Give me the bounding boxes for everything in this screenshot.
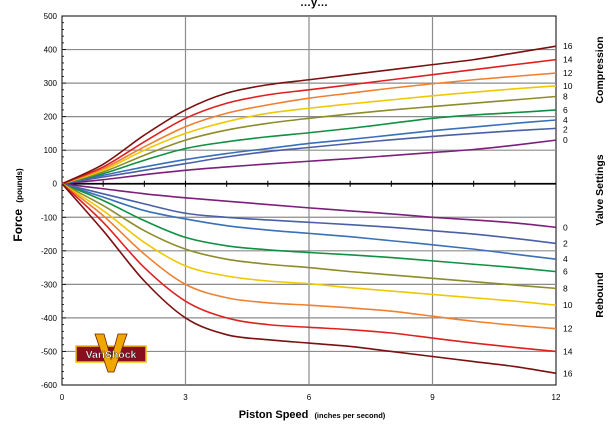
varishock-logo: VariShock bbox=[75, 333, 147, 373]
y-axis-title-main: Force bbox=[11, 209, 25, 242]
series-label-compression-16: 16 bbox=[563, 41, 573, 51]
series-label-compression-6: 6 bbox=[563, 105, 568, 115]
series-label-compression-0: 0 bbox=[563, 135, 568, 145]
series-label-compression-2: 2 bbox=[563, 124, 568, 134]
series-line-rebound-10 bbox=[61, 183, 557, 306]
series-line-rebound-4 bbox=[61, 182, 557, 260]
series-lines bbox=[61, 45, 557, 375]
y-tick-label: -600 bbox=[41, 381, 58, 390]
x-axis-title-main: Piston Speed bbox=[239, 409, 309, 421]
series-line-compression-10 bbox=[61, 84, 557, 185]
series-line-rebound-0 bbox=[61, 182, 557, 229]
y-tick-label: 500 bbox=[44, 12, 58, 21]
x-tick-label: 9 bbox=[430, 393, 435, 402]
series-line-compression-16 bbox=[61, 45, 557, 185]
series-line-compression-12 bbox=[61, 72, 557, 185]
x-axis-title-units: (inches per second) bbox=[314, 411, 385, 420]
series-line-rebound-2 bbox=[61, 182, 557, 245]
y-tick-label: 300 bbox=[44, 79, 58, 88]
axes: 500 400 300 200 100 0 -100 -200 -300 -400 -500 -600… bbox=[41, 12, 561, 402]
series-line-compression-6 bbox=[61, 109, 557, 185]
series-line-compression-8 bbox=[61, 95, 557, 185]
series-label-compression-4: 4 bbox=[563, 115, 568, 125]
x-axis-title: Piston Speed (inches per second) bbox=[239, 409, 386, 421]
series-line-compression-14 bbox=[61, 58, 557, 185]
series-label-compression-14: 14 bbox=[563, 55, 573, 65]
series-line-compression-2 bbox=[61, 127, 557, 185]
series-line-rebound-6 bbox=[61, 182, 557, 273]
series-label-rebound-14: 14 bbox=[563, 346, 573, 356]
series-label-compression-10: 10 bbox=[563, 81, 573, 91]
valve-settings-label: Valve Settings bbox=[594, 154, 606, 225]
y-tick-label: 400 bbox=[44, 46, 58, 55]
series-line-compression-0 bbox=[61, 139, 557, 185]
series-label-rebound-4: 4 bbox=[563, 254, 568, 264]
x-tick-label: 3 bbox=[183, 393, 188, 402]
chart-title: …y… bbox=[300, 0, 328, 9]
series-line-rebound-8 bbox=[61, 183, 557, 290]
y-tick-label: 0 bbox=[53, 180, 58, 189]
y-tick-label: -400 bbox=[41, 314, 58, 323]
series-label-rebound-2: 2 bbox=[563, 238, 568, 248]
series-label-rebound-6: 6 bbox=[563, 267, 568, 277]
series-label-rebound-12: 12 bbox=[563, 324, 573, 334]
logo-text: VariShock bbox=[86, 349, 137, 361]
y-tick-label: -300 bbox=[41, 280, 58, 289]
series-label-rebound-8: 8 bbox=[563, 283, 568, 293]
x-tick-label: 0 bbox=[60, 393, 65, 402]
y-tick-label: -100 bbox=[41, 213, 58, 222]
compression-label: Compression bbox=[594, 36, 606, 103]
y-tick-label: 200 bbox=[44, 113, 58, 122]
series-label-compression-8: 8 bbox=[563, 92, 568, 102]
y-tick-label: -200 bbox=[41, 247, 58, 256]
series-line-compression-4 bbox=[61, 119, 557, 185]
series-label-rebound-10: 10 bbox=[563, 300, 573, 310]
series-label-rebound-0: 0 bbox=[563, 222, 568, 232]
x-tick-label: 12 bbox=[552, 393, 561, 402]
series-line-rebound-12 bbox=[61, 183, 557, 330]
y-axis-title: Force (pounds) bbox=[11, 168, 25, 242]
series-label-rebound-16: 16 bbox=[563, 368, 573, 378]
y-axis-title-units: (pounds) bbox=[15, 168, 24, 203]
x-tick-label: 6 bbox=[307, 393, 312, 402]
y-tick-label: -500 bbox=[41, 347, 58, 356]
logo-v-mark bbox=[94, 333, 128, 373]
series-label-compression-12: 12 bbox=[563, 68, 573, 78]
series-line-rebound-14 bbox=[61, 183, 557, 353]
y-tick-label: 100 bbox=[44, 146, 58, 155]
series-line-rebound-16 bbox=[61, 183, 557, 375]
rebound-label: Rebound bbox=[594, 272, 606, 318]
